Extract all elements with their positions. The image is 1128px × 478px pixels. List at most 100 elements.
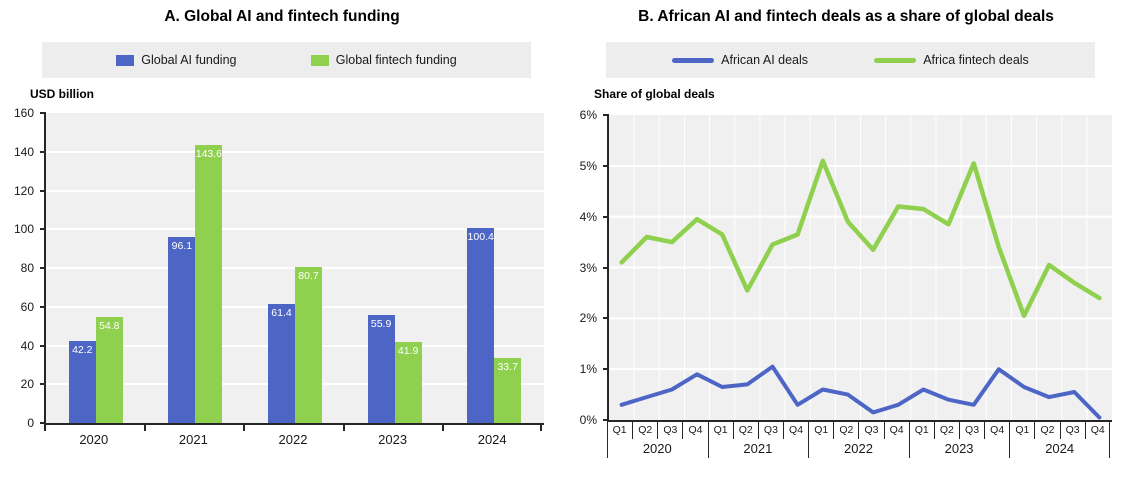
y-tick-label: 120 xyxy=(13,183,34,198)
gridline xyxy=(46,228,544,231)
y-tick xyxy=(40,383,46,386)
series-line-african-ai-deals xyxy=(619,364,1102,420)
x-year-label: 2021 xyxy=(743,441,773,456)
x-quarter-label: Q4 xyxy=(682,422,707,439)
x-quarter-label: Q3 xyxy=(1059,422,1085,439)
x-quarter-label: Q2 xyxy=(632,422,657,439)
bar-ai-2021: 96.1 xyxy=(168,236,196,423)
bar-ai-2022: 61.4 xyxy=(268,304,295,423)
panel-b-plot-area xyxy=(607,115,1112,422)
x-quarter-label: Q2 xyxy=(833,422,858,439)
quarter-label-row: Q1 Q2 Q3 Q4 Q1 Q2 Q3 Q4 Q1 Q2 Q3 Q4 Q1 Q2 Q3 Q4 Q1 Q2 Q3 Q4 xyxy=(607,422,1110,439)
bar-value-label: 41.9 xyxy=(397,344,419,357)
x-year-tick xyxy=(808,422,810,458)
legend-item-global-fintech-funding: Global fintech funding xyxy=(310,53,457,67)
x-quarter-label: Q4 xyxy=(883,422,909,439)
x-year-tick xyxy=(1109,422,1110,458)
x-year-tick xyxy=(607,422,608,458)
y-tick-label: 20 xyxy=(20,377,34,392)
panel-b-title: B. African AI and fintech deals as a sha… xyxy=(638,8,1054,25)
panel-b-lines xyxy=(609,115,1112,420)
year-label-row: 2020 2021 2022 2023 2024 xyxy=(607,439,1110,459)
series-line-africa-fintech-deals xyxy=(619,158,1102,319)
panel-a-x-axis: 2020 2021 2022 2023 2024 xyxy=(44,425,542,455)
y-tick xyxy=(40,189,46,192)
y-tick xyxy=(40,305,46,308)
legend-label-global-fintech-funding: Global fintech funding xyxy=(335,53,457,67)
x-tick xyxy=(243,425,246,431)
x-year-tick xyxy=(1009,422,1011,458)
legend-label-africa-fintech-deals: Africa fintech deals xyxy=(923,53,1029,67)
bar-fintech-2020: 54.8 xyxy=(95,316,123,423)
x-quarter-label: Q3 xyxy=(757,422,783,439)
bar-value-label: 61.4 xyxy=(271,307,292,320)
bar-fintech-2023: 41.9 xyxy=(394,341,422,423)
x-quarter-label: Q4 xyxy=(782,422,808,439)
y-tick-label: 5% xyxy=(579,158,597,173)
x-quarter-label: Q1 xyxy=(808,422,833,439)
panel-b-y-axis-title: Share of global deals xyxy=(594,87,715,101)
bar-value-label: 33.7 xyxy=(497,360,518,373)
x-quarter-label: Q1 xyxy=(1009,422,1034,439)
x-tick xyxy=(143,425,146,431)
y-tick xyxy=(40,344,46,347)
bar-ai-2023: 55.9 xyxy=(367,314,395,423)
bar-value-label: 143.6 xyxy=(195,147,223,160)
bar-value-label: 80.7 xyxy=(298,269,319,282)
x-quarter-label: Q1 xyxy=(707,422,733,439)
x-tick xyxy=(540,425,542,431)
panel-b-line-chart: B. African AI and fintech deals as a sha… xyxy=(564,0,1128,478)
x-year-label: 2023 xyxy=(378,432,408,447)
bar-fintech-2022: 80.7 xyxy=(295,266,322,423)
y-tick-label: 160 xyxy=(13,106,34,120)
x-year-label: 2022 xyxy=(844,441,873,456)
x-year-label: 2021 xyxy=(178,432,208,447)
x-year-tick xyxy=(707,422,709,458)
panel-a-legend: Global AI funding Global fintech funding xyxy=(42,42,531,78)
x-quarter-label: Q3 xyxy=(958,422,984,439)
panel-b-x-axis: Q1 Q2 Q3 Q4 Q1 Q2 Q3 Q4 Q1 Q2 Q3 Q4 Q1 Q2 Q3 Q4 Q1 Q2 Q3 Q4… xyxy=(607,422,1110,464)
x-quarter-label: Q4 xyxy=(1084,422,1110,439)
x-quarter-label: Q1 xyxy=(908,422,934,439)
legend-label-african-ai-deals: African AI deals xyxy=(721,53,809,67)
y-tick-label: 3% xyxy=(579,260,597,275)
x-tick xyxy=(44,425,46,431)
x-tick xyxy=(442,425,445,431)
x-tick xyxy=(342,425,345,431)
y-tick xyxy=(40,422,46,424)
global-ai-funding-swatch xyxy=(116,54,135,66)
x-year-label: 2024 xyxy=(1045,441,1075,456)
y-tick-label: 4% xyxy=(579,209,597,224)
y-tick xyxy=(603,164,609,167)
y-tick-label: 2% xyxy=(579,311,597,326)
panel-a-y-axis-title: USD billion xyxy=(30,87,94,101)
y-tick xyxy=(603,317,609,320)
x-year-label: 2024 xyxy=(477,432,507,447)
y-tick-label: 140 xyxy=(13,144,34,159)
bar-fintech-2021: 143.6 xyxy=(195,144,223,423)
y-tick xyxy=(40,267,46,269)
y-tick-label: 0 xyxy=(27,416,34,430)
y-tick xyxy=(603,114,609,116)
y-tick-label: 6% xyxy=(579,108,597,122)
legend-item-african-ai-deals: African AI deals xyxy=(672,53,808,67)
y-tick xyxy=(603,266,609,269)
x-quarter-label: Q2 xyxy=(732,422,758,439)
x-year-label: 2020 xyxy=(642,441,672,456)
legend-label-global-ai-funding: Global AI funding xyxy=(141,53,237,67)
x-year-tick xyxy=(908,422,910,458)
bar-value-label: 96.1 xyxy=(171,239,193,252)
y-tick xyxy=(40,150,46,153)
y-tick xyxy=(40,228,46,231)
y-tick-label: 80 xyxy=(20,261,34,275)
panel-a-plot-area: 42.2 54.8 96.1 143.6 61.4 80.7 55.9 41.9 100.4 33… xyxy=(44,113,544,425)
y-tick-label: 60 xyxy=(20,299,34,314)
bar-value-label: 100.4 xyxy=(467,231,494,244)
legend-item-global-ai-funding: Global AI funding xyxy=(116,53,237,67)
panel-b-legend: African AI deals Africa fintech deals xyxy=(606,42,1095,78)
gridline xyxy=(46,189,544,192)
x-quarter-label: Q2 xyxy=(1034,422,1059,439)
x-quarter-label: Q4 xyxy=(984,422,1009,439)
y-tick-label: 40 xyxy=(20,338,34,353)
bar-ai-2024: 100.4 xyxy=(467,228,495,423)
